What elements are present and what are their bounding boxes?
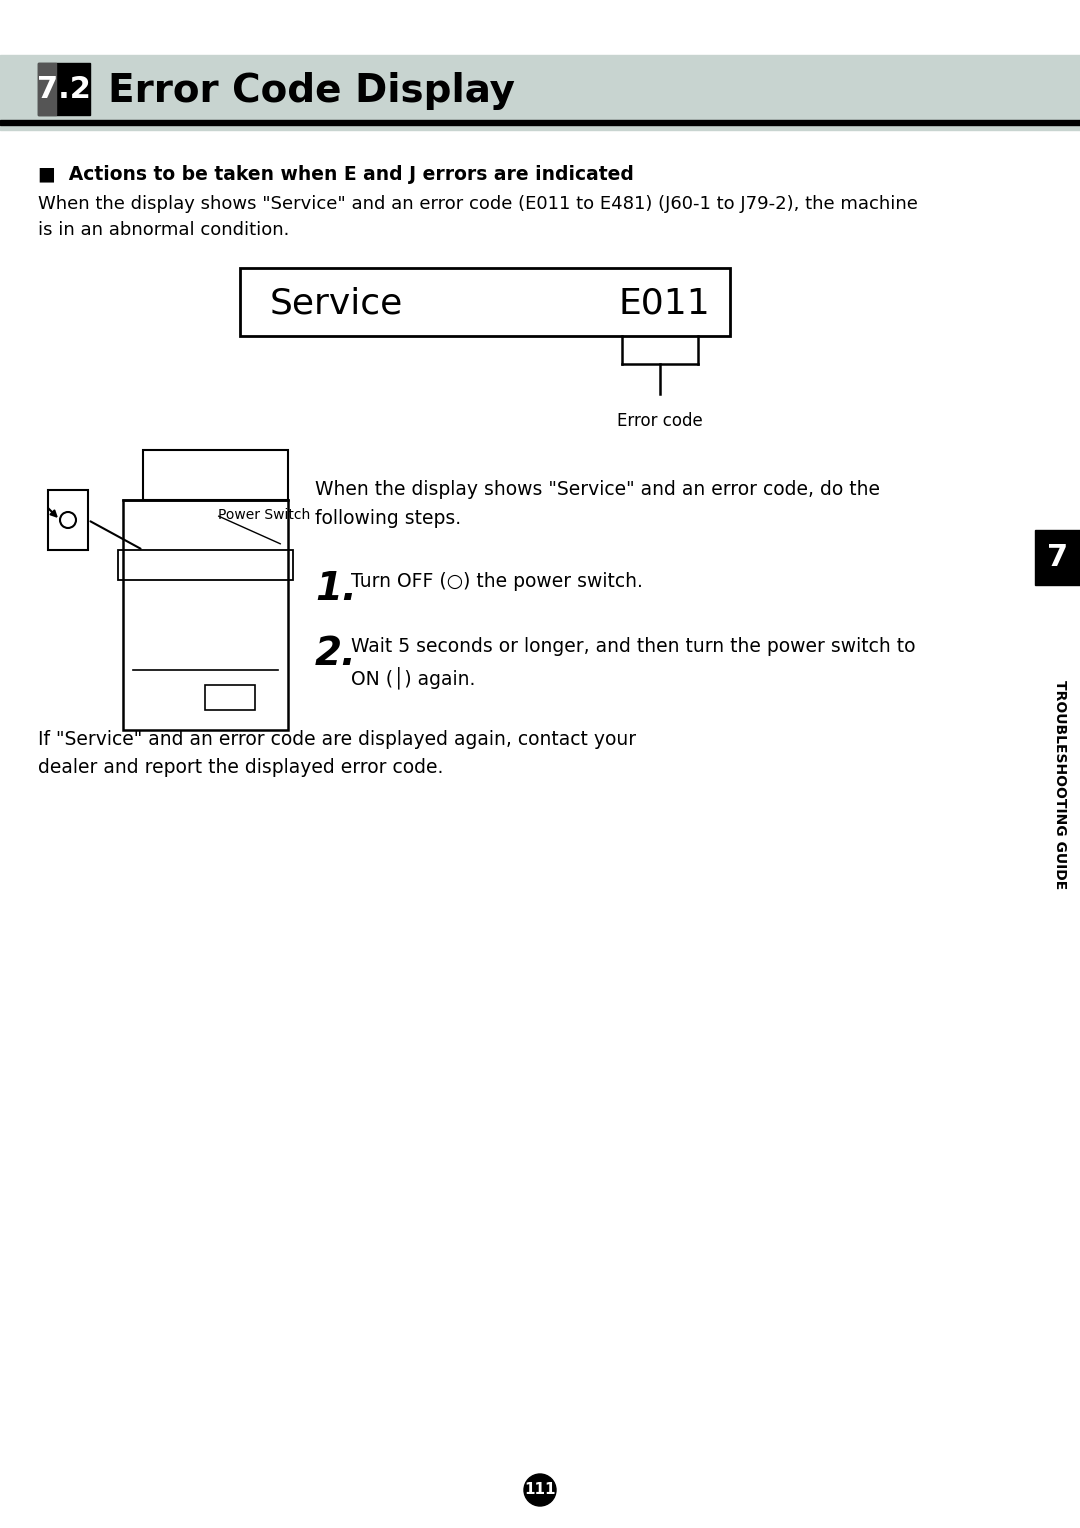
Text: Service: Service bbox=[270, 287, 403, 321]
Text: Error Code Display: Error Code Display bbox=[108, 72, 515, 110]
Text: Wait 5 seconds or longer, and then turn the power switch to
ON (│) again.: Wait 5 seconds or longer, and then turn … bbox=[351, 637, 916, 689]
Bar bbox=[118, 550, 293, 581]
Text: 7: 7 bbox=[1047, 542, 1068, 571]
Text: TROUBLESHOOTING GUIDE: TROUBLESHOOTING GUIDE bbox=[1053, 680, 1067, 889]
Text: E011: E011 bbox=[618, 287, 710, 321]
Bar bbox=[1035, 530, 1080, 585]
Circle shape bbox=[524, 1475, 556, 1507]
Text: 2.: 2. bbox=[315, 636, 356, 672]
Text: When the display shows "Service" and an error code, do the
following steps.: When the display shows "Service" and an … bbox=[315, 480, 880, 529]
Text: When the display shows "Service" and an error code (E011 to E481) (J60-1 to J79-: When the display shows "Service" and an … bbox=[38, 196, 918, 240]
Bar bbox=[205, 685, 255, 711]
Bar bbox=[48, 490, 87, 550]
Bar bbox=[0, 55, 1080, 130]
Bar bbox=[143, 451, 288, 500]
Bar bbox=[38, 63, 56, 115]
Bar bbox=[240, 267, 730, 336]
Text: Turn OFF (○) the power switch.: Turn OFF (○) the power switch. bbox=[351, 571, 643, 591]
Text: ■  Actions to be taken when E and J errors are indicated: ■ Actions to be taken when E and J error… bbox=[38, 165, 634, 183]
Text: 7.2: 7.2 bbox=[37, 75, 91, 104]
Bar bbox=[0, 121, 1080, 125]
Text: 1.: 1. bbox=[315, 570, 356, 608]
Text: Power Switch: Power Switch bbox=[218, 507, 310, 523]
Text: If "Service" and an error code are displayed again, contact your
dealer and repo: If "Service" and an error code are displ… bbox=[38, 730, 636, 778]
Bar bbox=[38, 63, 90, 115]
Text: Error code: Error code bbox=[617, 413, 703, 429]
Bar bbox=[123, 500, 288, 730]
Text: 111: 111 bbox=[524, 1482, 556, 1497]
